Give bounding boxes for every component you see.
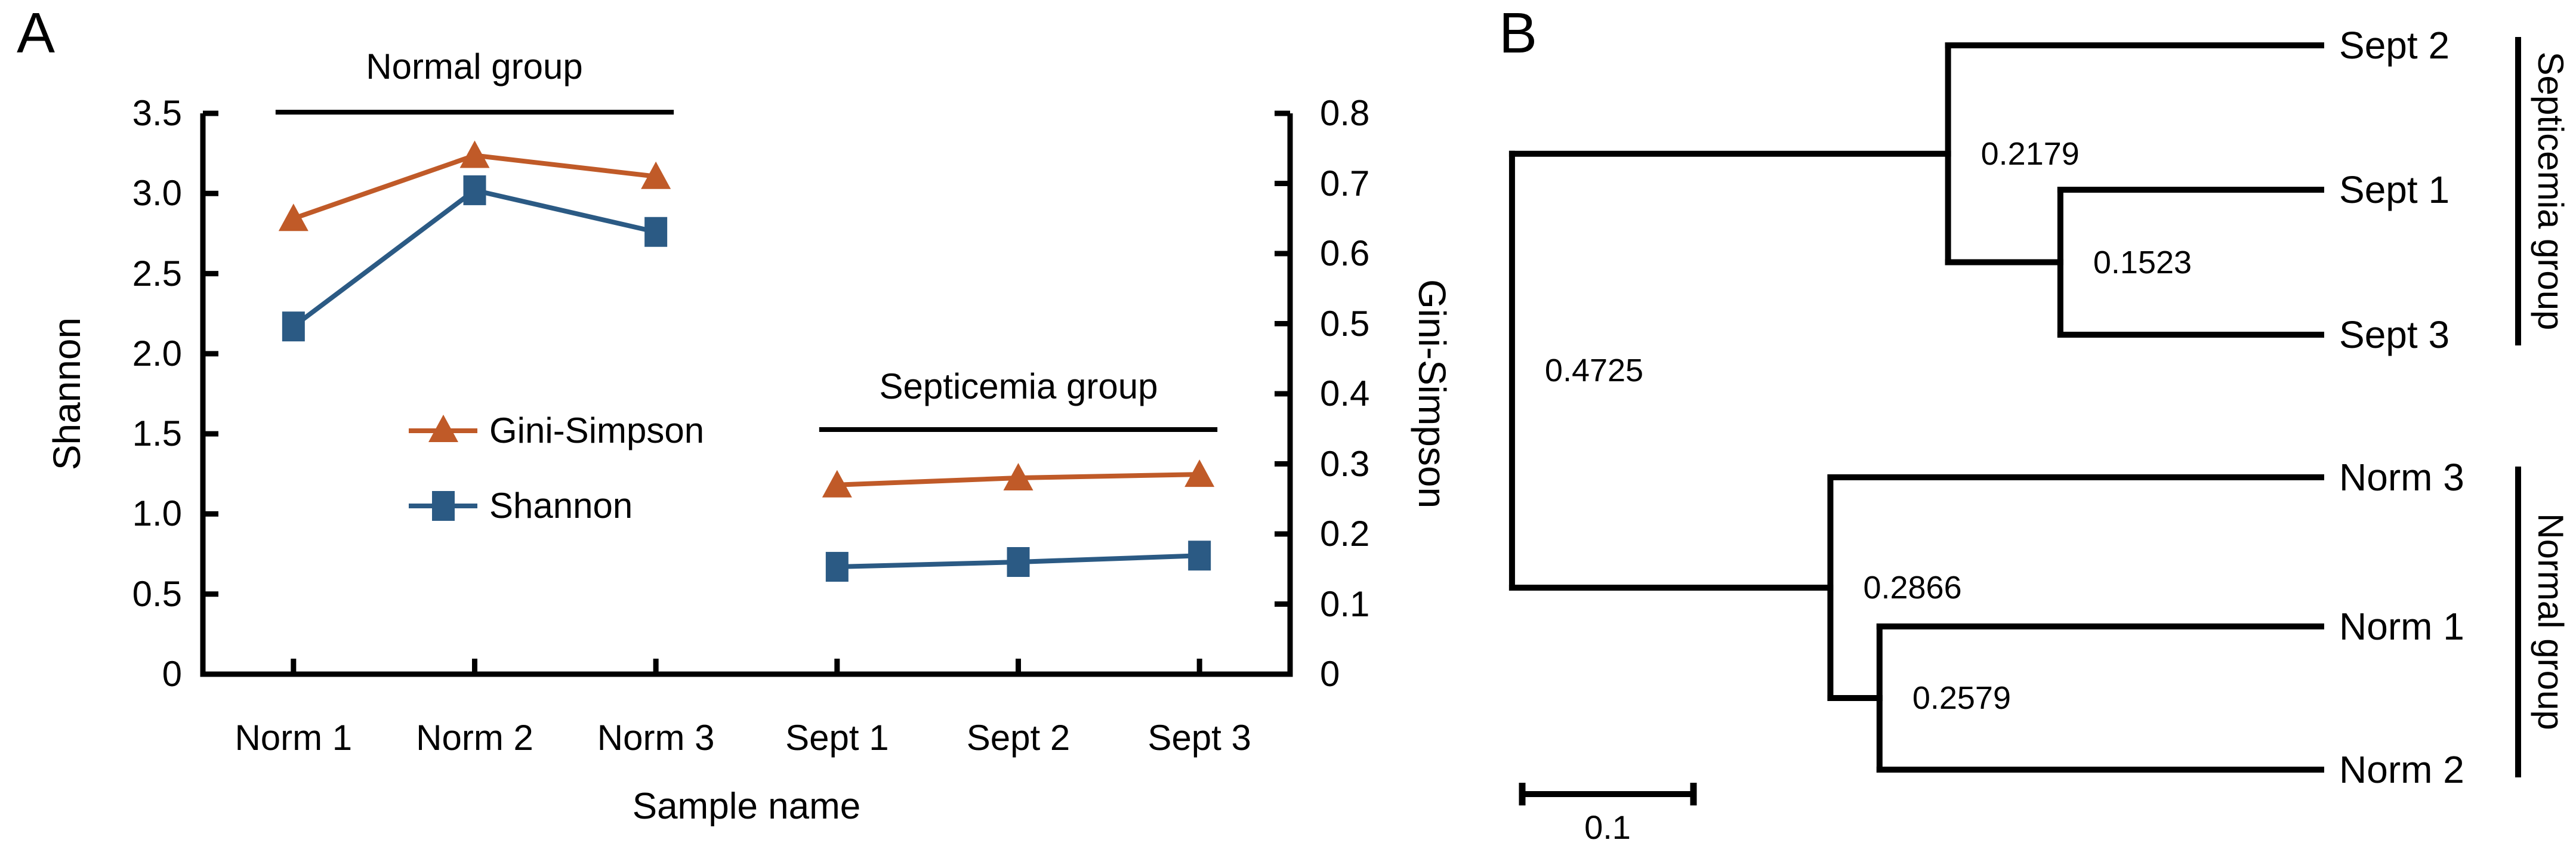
y-right-tick-label: 0.5 <box>1320 303 1370 344</box>
y-left-tick-label: 2.0 <box>132 333 182 373</box>
gini-simpson-point-marker-icon <box>1184 459 1215 487</box>
legend-square-icon <box>432 491 455 521</box>
y-left-tick-label: 0 <box>162 654 182 694</box>
y-left-tick-label: 2.5 <box>132 253 182 294</box>
dendrogram-distance-value: 0.2579 <box>1912 680 2011 716</box>
dendrogram-septicemia-group-label: Septicemia group <box>2531 51 2571 331</box>
gini-simpson-point-marker-icon <box>278 203 308 231</box>
legend-triangle-icon <box>428 415 458 442</box>
gini-simpson-point-marker-icon <box>641 161 671 189</box>
dendrogram-normal-group-label: Normal group <box>2531 513 2571 730</box>
y-left-tick-label: 1.0 <box>132 493 182 534</box>
shannon-point-marker-icon <box>463 175 486 205</box>
gini-simpson-point-marker-icon <box>822 470 852 498</box>
x-category-label: Norm 3 <box>597 718 715 758</box>
dendrogram-leaf-label: Norm 3 <box>2339 456 2464 499</box>
dendrogram-leaf-label: Norm 1 <box>2339 605 2464 648</box>
x-category-label: Sept 3 <box>1147 718 1251 758</box>
gini-simpson-point-marker-icon <box>1003 463 1034 490</box>
x-category-label: Norm 2 <box>416 718 533 758</box>
y-right-tick-label: 0.1 <box>1320 583 1370 624</box>
panel-b-letter: B <box>1499 1 1538 65</box>
shannon-point-marker-icon <box>644 217 668 247</box>
shannon-point-marker-icon <box>282 311 305 342</box>
dendrogram-leaf-label: Sept 2 <box>2339 24 2450 67</box>
y-right-tick-label: 0.2 <box>1320 514 1370 554</box>
y-left-tick-label: 3.0 <box>132 173 182 214</box>
dendrogram-leaf-label: Sept 1 <box>2339 168 2450 211</box>
y-left-axis-title: Shannon <box>45 317 88 471</box>
dendrogram-distance-value: 0.2866 <box>1863 570 1962 606</box>
panel-a-letter: A <box>17 1 55 65</box>
y-left-tick-label: 1.5 <box>132 413 182 454</box>
y-right-tick-label: 0.6 <box>1320 233 1370 273</box>
x-category-label: Norm 1 <box>235 718 353 758</box>
shannon-point-marker-icon <box>1188 541 1211 571</box>
normal-group-annotation: Normal group <box>366 47 583 87</box>
x-category-label: Sept 2 <box>966 718 1070 758</box>
x-axis-title: Sample name <box>632 786 861 827</box>
gini-simpson-point-marker-icon <box>459 140 490 168</box>
scale-bar-label: 0.1 <box>1584 808 1631 846</box>
shannon-point-marker-icon <box>1007 547 1030 577</box>
dendrogram-distance-value: 0.4725 <box>1544 353 1644 389</box>
dendrogram-distance-value: 0.1523 <box>2093 244 2192 280</box>
y-right-tick-label: 0.4 <box>1320 373 1370 413</box>
septicemia-group-annotation: Septicemia group <box>879 366 1158 406</box>
legend-label-gini-simpson: Gini-Simpson <box>489 410 705 450</box>
y-left-tick-label: 3.5 <box>132 93 182 133</box>
legend-label-shannon: Shannon <box>489 486 633 526</box>
y-right-tick-label: 0.7 <box>1320 163 1370 203</box>
y-right-tick-label: 0 <box>1320 654 1340 694</box>
y-left-tick-label: 0.5 <box>132 573 182 614</box>
y-right-tick-label: 0.8 <box>1320 93 1370 133</box>
x-category-label: Sept 1 <box>785 718 889 758</box>
y-right-tick-label: 0.3 <box>1320 443 1370 484</box>
y-right-axis-title: Gini-Simpson <box>1411 279 1454 509</box>
dendrogram-leaf-label: Sept 3 <box>2339 313 2450 356</box>
dendrogram-leaf-label: Norm 2 <box>2339 748 2464 791</box>
dendrogram-distance-value: 0.2179 <box>1980 135 2080 172</box>
shannon-point-marker-icon <box>825 552 849 582</box>
shannon-series-line <box>292 187 657 329</box>
